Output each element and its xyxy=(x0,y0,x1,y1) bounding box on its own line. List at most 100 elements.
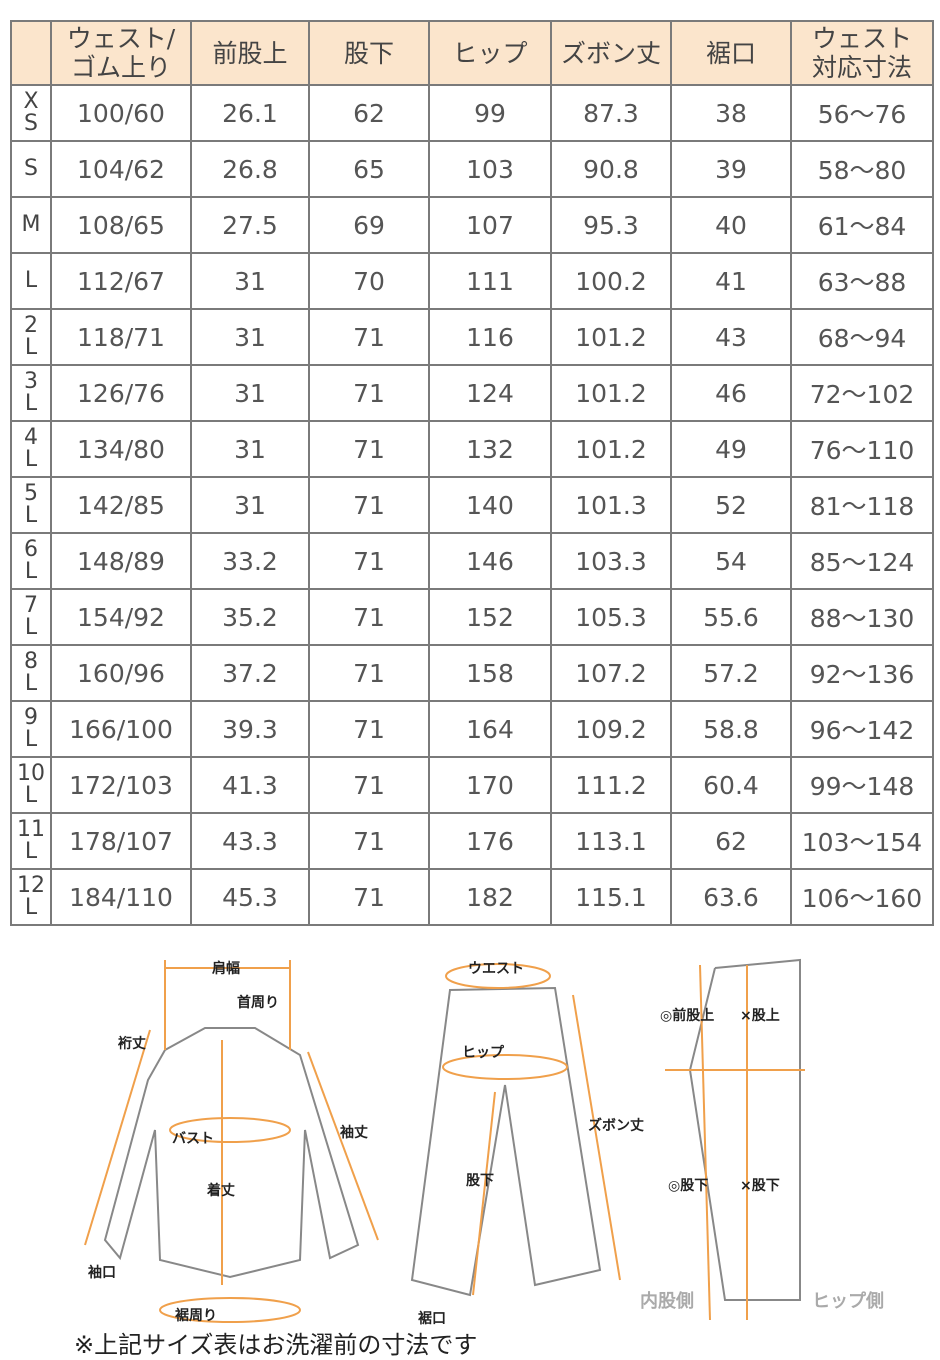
table-row: 8 L 160/96 37.2 71 158 107.2 57.2 92～136 xyxy=(10,644,934,702)
table-cell: 58～80 xyxy=(790,140,934,198)
size-label: 12 L xyxy=(10,868,52,926)
table-row: 12 L 184/110 45.3 71 182 115.1 63.6 106～160 xyxy=(10,868,934,926)
table-cell: 26.1 xyxy=(190,84,310,142)
table-cell: 148/89 xyxy=(50,532,192,590)
table-cell: 71 xyxy=(308,756,430,814)
label-bust: バスト xyxy=(172,1131,214,1147)
table-row: 10 L 172/103 41.3 71 170 111.2 60.4 99～148 xyxy=(10,756,934,814)
table-row: X S 100/60 26.1 62 99 87.3 38 56～76 xyxy=(10,84,934,142)
table-cell: 95.3 xyxy=(550,196,672,254)
table-cell: 39.3 xyxy=(190,700,310,758)
table-cell: 132 xyxy=(428,420,552,478)
table-cell: 107 xyxy=(428,196,552,254)
size-label: S xyxy=(10,140,52,198)
table-cell: 182 xyxy=(428,868,552,926)
size-label: 6 L xyxy=(10,532,52,590)
table-cell: 63.6 xyxy=(670,868,792,926)
column-header: ズボン丈 xyxy=(550,20,672,86)
table-cell: 40 xyxy=(670,196,792,254)
table-cell: 101.3 xyxy=(550,476,672,534)
table-cell: 52 xyxy=(670,476,792,534)
table-row: 2 L 118/71 31 71 116 101.2 43 68～94 xyxy=(10,308,934,366)
table-cell: 154/92 xyxy=(50,588,192,646)
table-cell: 172/103 xyxy=(50,756,192,814)
label-rise: ×股上 xyxy=(740,1008,780,1024)
table-cell: 31 xyxy=(190,308,310,366)
table-cell: 88～130 xyxy=(790,588,934,646)
table-cell: 92～136 xyxy=(790,644,934,702)
table-row: S 104/62 26.8 65 103 90.8 39 58～80 xyxy=(10,140,934,198)
size-label: L xyxy=(10,252,52,310)
table-cell: 49 xyxy=(670,420,792,478)
table-cell: 158 xyxy=(428,644,552,702)
size-label: 7 L xyxy=(10,588,52,646)
table-cell: 71 xyxy=(308,812,430,870)
label-hip: ヒップ xyxy=(462,1045,505,1061)
table-cell: 118/71 xyxy=(50,308,192,366)
washing-note: ※上記サイズ表はお洗濯前の寸法です xyxy=(74,1331,478,1359)
table-cell: 101.2 xyxy=(550,308,672,366)
size-label: 9 L xyxy=(10,700,52,758)
label-sleeve: 袖丈 xyxy=(340,1124,368,1141)
table-cell: 166/100 xyxy=(50,700,192,758)
column-header: 裾口 xyxy=(670,20,792,86)
table-cell: 111.2 xyxy=(550,756,672,814)
table-cell: 39 xyxy=(670,140,792,198)
label-inseam: 股下 xyxy=(466,1173,494,1189)
table-cell: 71 xyxy=(308,364,430,422)
table-cell: 103 xyxy=(428,140,552,198)
table-cell: 26.8 xyxy=(190,140,310,198)
table-cell: 62 xyxy=(670,812,792,870)
table-cell: 107.2 xyxy=(550,644,672,702)
table-cell: 134/80 xyxy=(50,420,192,478)
table-row: L 112/67 31 70 111 100.2 41 63～88 xyxy=(10,252,934,310)
table-row: 6 L 148/89 33.2 71 146 103.3 54 85～124 xyxy=(10,532,934,590)
table-cell: 101.2 xyxy=(550,420,672,478)
pants-outline xyxy=(410,986,602,1297)
table-cell: 33.2 xyxy=(190,532,310,590)
table-cell: 31 xyxy=(190,364,310,422)
table-cell: 60.4 xyxy=(670,756,792,814)
table-cell: 99～148 xyxy=(790,756,934,814)
column-header xyxy=(10,20,52,86)
table-cell: 164 xyxy=(428,700,552,758)
label-front-rise: ◎前股上 xyxy=(660,1007,714,1024)
table-cell: 43.3 xyxy=(190,812,310,870)
label-inseam-o: ◎股下 xyxy=(668,1178,708,1194)
table-cell: 142/85 xyxy=(50,476,192,534)
table-cell: 103～154 xyxy=(790,812,934,870)
table-cell: 126/76 xyxy=(50,364,192,422)
table-cell: 112/67 xyxy=(50,252,192,310)
table-cell: 100/60 xyxy=(50,84,192,142)
table-cell: 57.2 xyxy=(670,644,792,702)
label-hip-side: ヒップ側 xyxy=(812,1290,884,1312)
shirt-outline xyxy=(103,1027,360,1279)
table-cell: 99 xyxy=(428,84,552,142)
table-cell: 101.2 xyxy=(550,364,672,422)
label-yuki: 裄丈 xyxy=(117,1035,146,1052)
table-cell: 104/62 xyxy=(50,140,192,198)
table-cell: 70 xyxy=(308,252,430,310)
table-cell: 71 xyxy=(308,420,430,478)
table-cell: 61～84 xyxy=(790,196,934,254)
table-cell: 184/110 xyxy=(50,868,192,926)
table-cell: 71 xyxy=(308,700,430,758)
table-cell: 31 xyxy=(190,252,310,310)
label-length: 着丈 xyxy=(206,1182,235,1199)
table-cell: 76～110 xyxy=(790,420,934,478)
table-cell: 43 xyxy=(670,308,792,366)
column-header: 股下 xyxy=(308,20,430,86)
table-cell: 35.2 xyxy=(190,588,310,646)
table-row: M 108/65 27.5 69 107 95.3 40 61～84 xyxy=(10,196,934,254)
size-label: 11 L xyxy=(10,812,52,870)
size-label: 3 L xyxy=(10,364,52,422)
table-cell: 55.6 xyxy=(670,588,792,646)
table-cell: 105.3 xyxy=(550,588,672,646)
table-cell: 116 xyxy=(428,308,552,366)
table-cell: 62 xyxy=(308,84,430,142)
table-cell: 65 xyxy=(308,140,430,198)
label-neck: 首周り xyxy=(237,994,279,1011)
label-hem: 裾周り xyxy=(175,1307,217,1324)
label-shoulder: 肩幅 xyxy=(212,960,240,977)
